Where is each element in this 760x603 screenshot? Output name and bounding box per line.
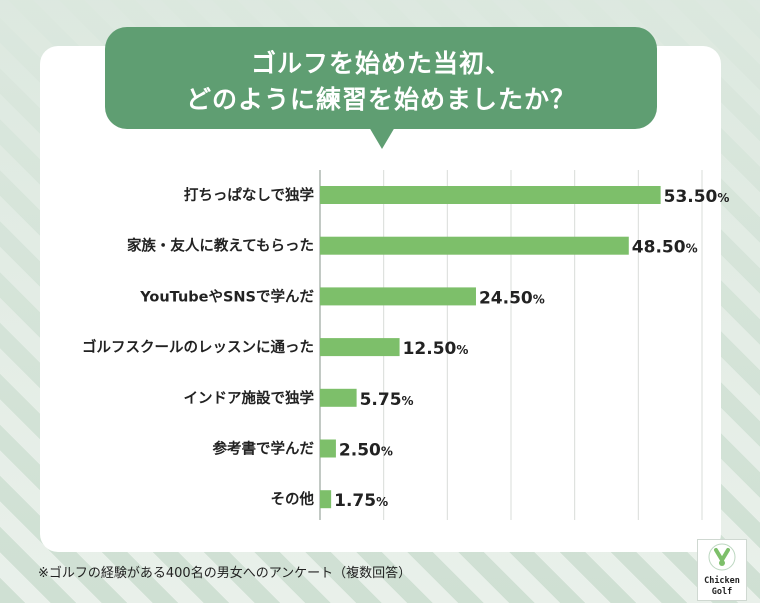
category-label: インドア施設で独学 [184, 389, 315, 407]
category-label: ゴルフスクールのレッスンに通った [82, 338, 314, 356]
data-label: 24.50% [479, 288, 545, 308]
bar [320, 439, 336, 458]
bar [320, 388, 357, 407]
chicken-logo-icon [708, 543, 736, 571]
bar [320, 186, 661, 204]
chart-title-line-1: ゴルフを始めた当初、 [250, 49, 511, 78]
category-label: 参考書で学んだ [213, 440, 315, 458]
bar [320, 490, 332, 509]
category-label: YouTubeやSNSで学んだ [139, 287, 314, 305]
category-label: その他 [271, 490, 315, 508]
title-bubble-tail [369, 127, 395, 149]
bar [320, 338, 400, 357]
category-label: 家族・友人に教えてもらった [127, 237, 314, 255]
category-label: 打ちっぱなしで独学 [184, 186, 314, 204]
data-label: 1.75% [334, 491, 388, 511]
data-label: 53.50% [664, 187, 730, 207]
bar [320, 287, 476, 306]
footnote: ※ゴルフの経験がある400名の男女へのアンケート（複数回答） [38, 566, 412, 581]
data-label: 5.75% [360, 390, 414, 410]
chicken-golf-logo: Chicken Golf [697, 539, 747, 601]
chart-title-line-2: どのように練習を始めましたか？ [185, 85, 576, 114]
logo-word-1: Chicken [704, 576, 740, 586]
data-label: 48.50% [632, 238, 698, 258]
data-label: 12.50% [403, 339, 469, 359]
title-bubble [105, 27, 657, 129]
logo-word-2: Golf [711, 587, 733, 597]
bar [320, 236, 629, 255]
data-label: 2.50% [339, 441, 393, 461]
